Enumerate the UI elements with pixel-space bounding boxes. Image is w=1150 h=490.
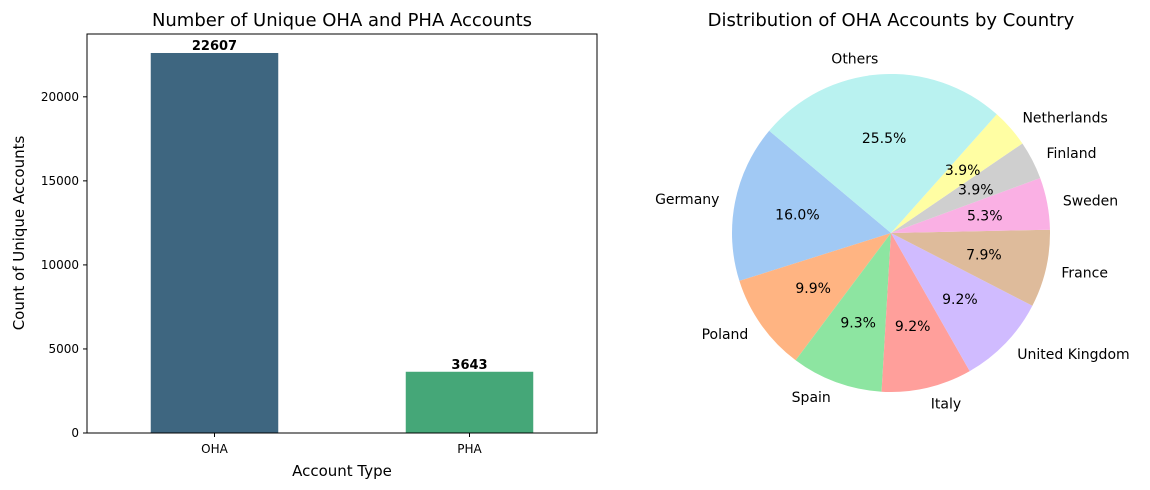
bar-marks: 22607 3643 xyxy=(150,39,534,434)
bar-y-axis-ticks: 0 5000 10000 15000 20000 xyxy=(41,90,87,440)
x-tick-label: OHA xyxy=(201,442,228,456)
pie-category-label-germany: Germany xyxy=(655,192,719,208)
pie-slices xyxy=(732,74,1050,393)
pie-category-labels: Germany Poland Spain Italy United Kingdom Fra… xyxy=(655,52,1130,413)
y-tick-label: 15000 xyxy=(41,174,79,188)
pie-slice-others xyxy=(769,74,997,233)
pie-slice-united-kingdom xyxy=(891,233,1033,372)
pie-category-label-netherlands: Netherlands xyxy=(1022,111,1107,127)
pie-percent-label-united-kingdom: 9.2% xyxy=(942,292,978,308)
pie-category-label-france: France xyxy=(1061,265,1108,281)
pie-slice-italy xyxy=(881,233,970,393)
bar-data-label-oha: 22607 xyxy=(192,39,237,54)
pie-slice-poland xyxy=(739,233,891,361)
bar-y-axis-label: Count of Unique Accounts xyxy=(10,136,28,331)
pie-percent-label-others: 25.5% xyxy=(862,131,906,147)
pie-category-label-united-kingdom: United Kingdom xyxy=(1017,347,1129,363)
bar-chart-title: Number of Unique OHA and PHA Accounts xyxy=(152,10,532,31)
y-tick-label: 10000 xyxy=(41,258,79,272)
pie-percent-label-netherlands: 3.9% xyxy=(945,163,981,179)
pie-percent-label-poland: 9.9% xyxy=(795,281,831,297)
bar-chart: Number of Unique OHA and PHA Accounts 22… xyxy=(10,10,598,480)
pie-percent-label-germany: 16.0% xyxy=(775,207,819,223)
bar-chart-frame xyxy=(86,33,598,434)
pie-category-label-poland: Poland xyxy=(702,327,749,343)
pie-percent-labels: 16.0% 9.9% 9.3% 9.2% 9.2% 7.9% 5.3% 3.9% 3.9% 25.… xyxy=(775,131,1002,335)
bar-oha xyxy=(150,52,279,434)
pie-chart-title: Distribution of OHA Accounts by Country xyxy=(708,10,1075,31)
pie-percent-label-finland: 3.9% xyxy=(958,182,994,198)
pie-chart: Distribution of OHA Accounts by Country … xyxy=(655,10,1130,412)
y-tick-label: 0 xyxy=(71,426,79,440)
pie-slice-sweden xyxy=(891,177,1050,233)
pie-percent-label-sweden: 5.3% xyxy=(967,208,1003,224)
pie-category-label-others: Others xyxy=(831,52,878,68)
bar-x-axis-label: Account Type xyxy=(292,462,392,480)
pie-slice-germany xyxy=(732,130,891,281)
y-tick-label: 20000 xyxy=(41,90,79,104)
pie-category-label-finland: Finland xyxy=(1046,146,1096,162)
pie-percent-label-italy: 9.2% xyxy=(895,319,931,335)
bar-x-axis-ticks: OHA PHA xyxy=(201,433,483,456)
bar-data-label-pha: 3643 xyxy=(451,358,487,373)
pie-percent-label-spain: 9.3% xyxy=(840,316,876,332)
pie-slice-spain xyxy=(795,233,891,392)
pie-slice-netherlands xyxy=(891,114,1023,233)
pie-category-label-spain: Spain xyxy=(792,390,831,406)
x-tick-label: PHA xyxy=(457,442,482,456)
y-tick-label: 5000 xyxy=(48,342,79,356)
pie-slice-finland xyxy=(891,143,1041,233)
bar-pha xyxy=(405,371,534,433)
pie-slice-france xyxy=(891,229,1050,306)
pie-percent-label-france: 7.9% xyxy=(966,248,1002,264)
pie-category-label-italy: Italy xyxy=(931,396,961,412)
pie-category-label-sweden: Sweden xyxy=(1063,193,1118,209)
